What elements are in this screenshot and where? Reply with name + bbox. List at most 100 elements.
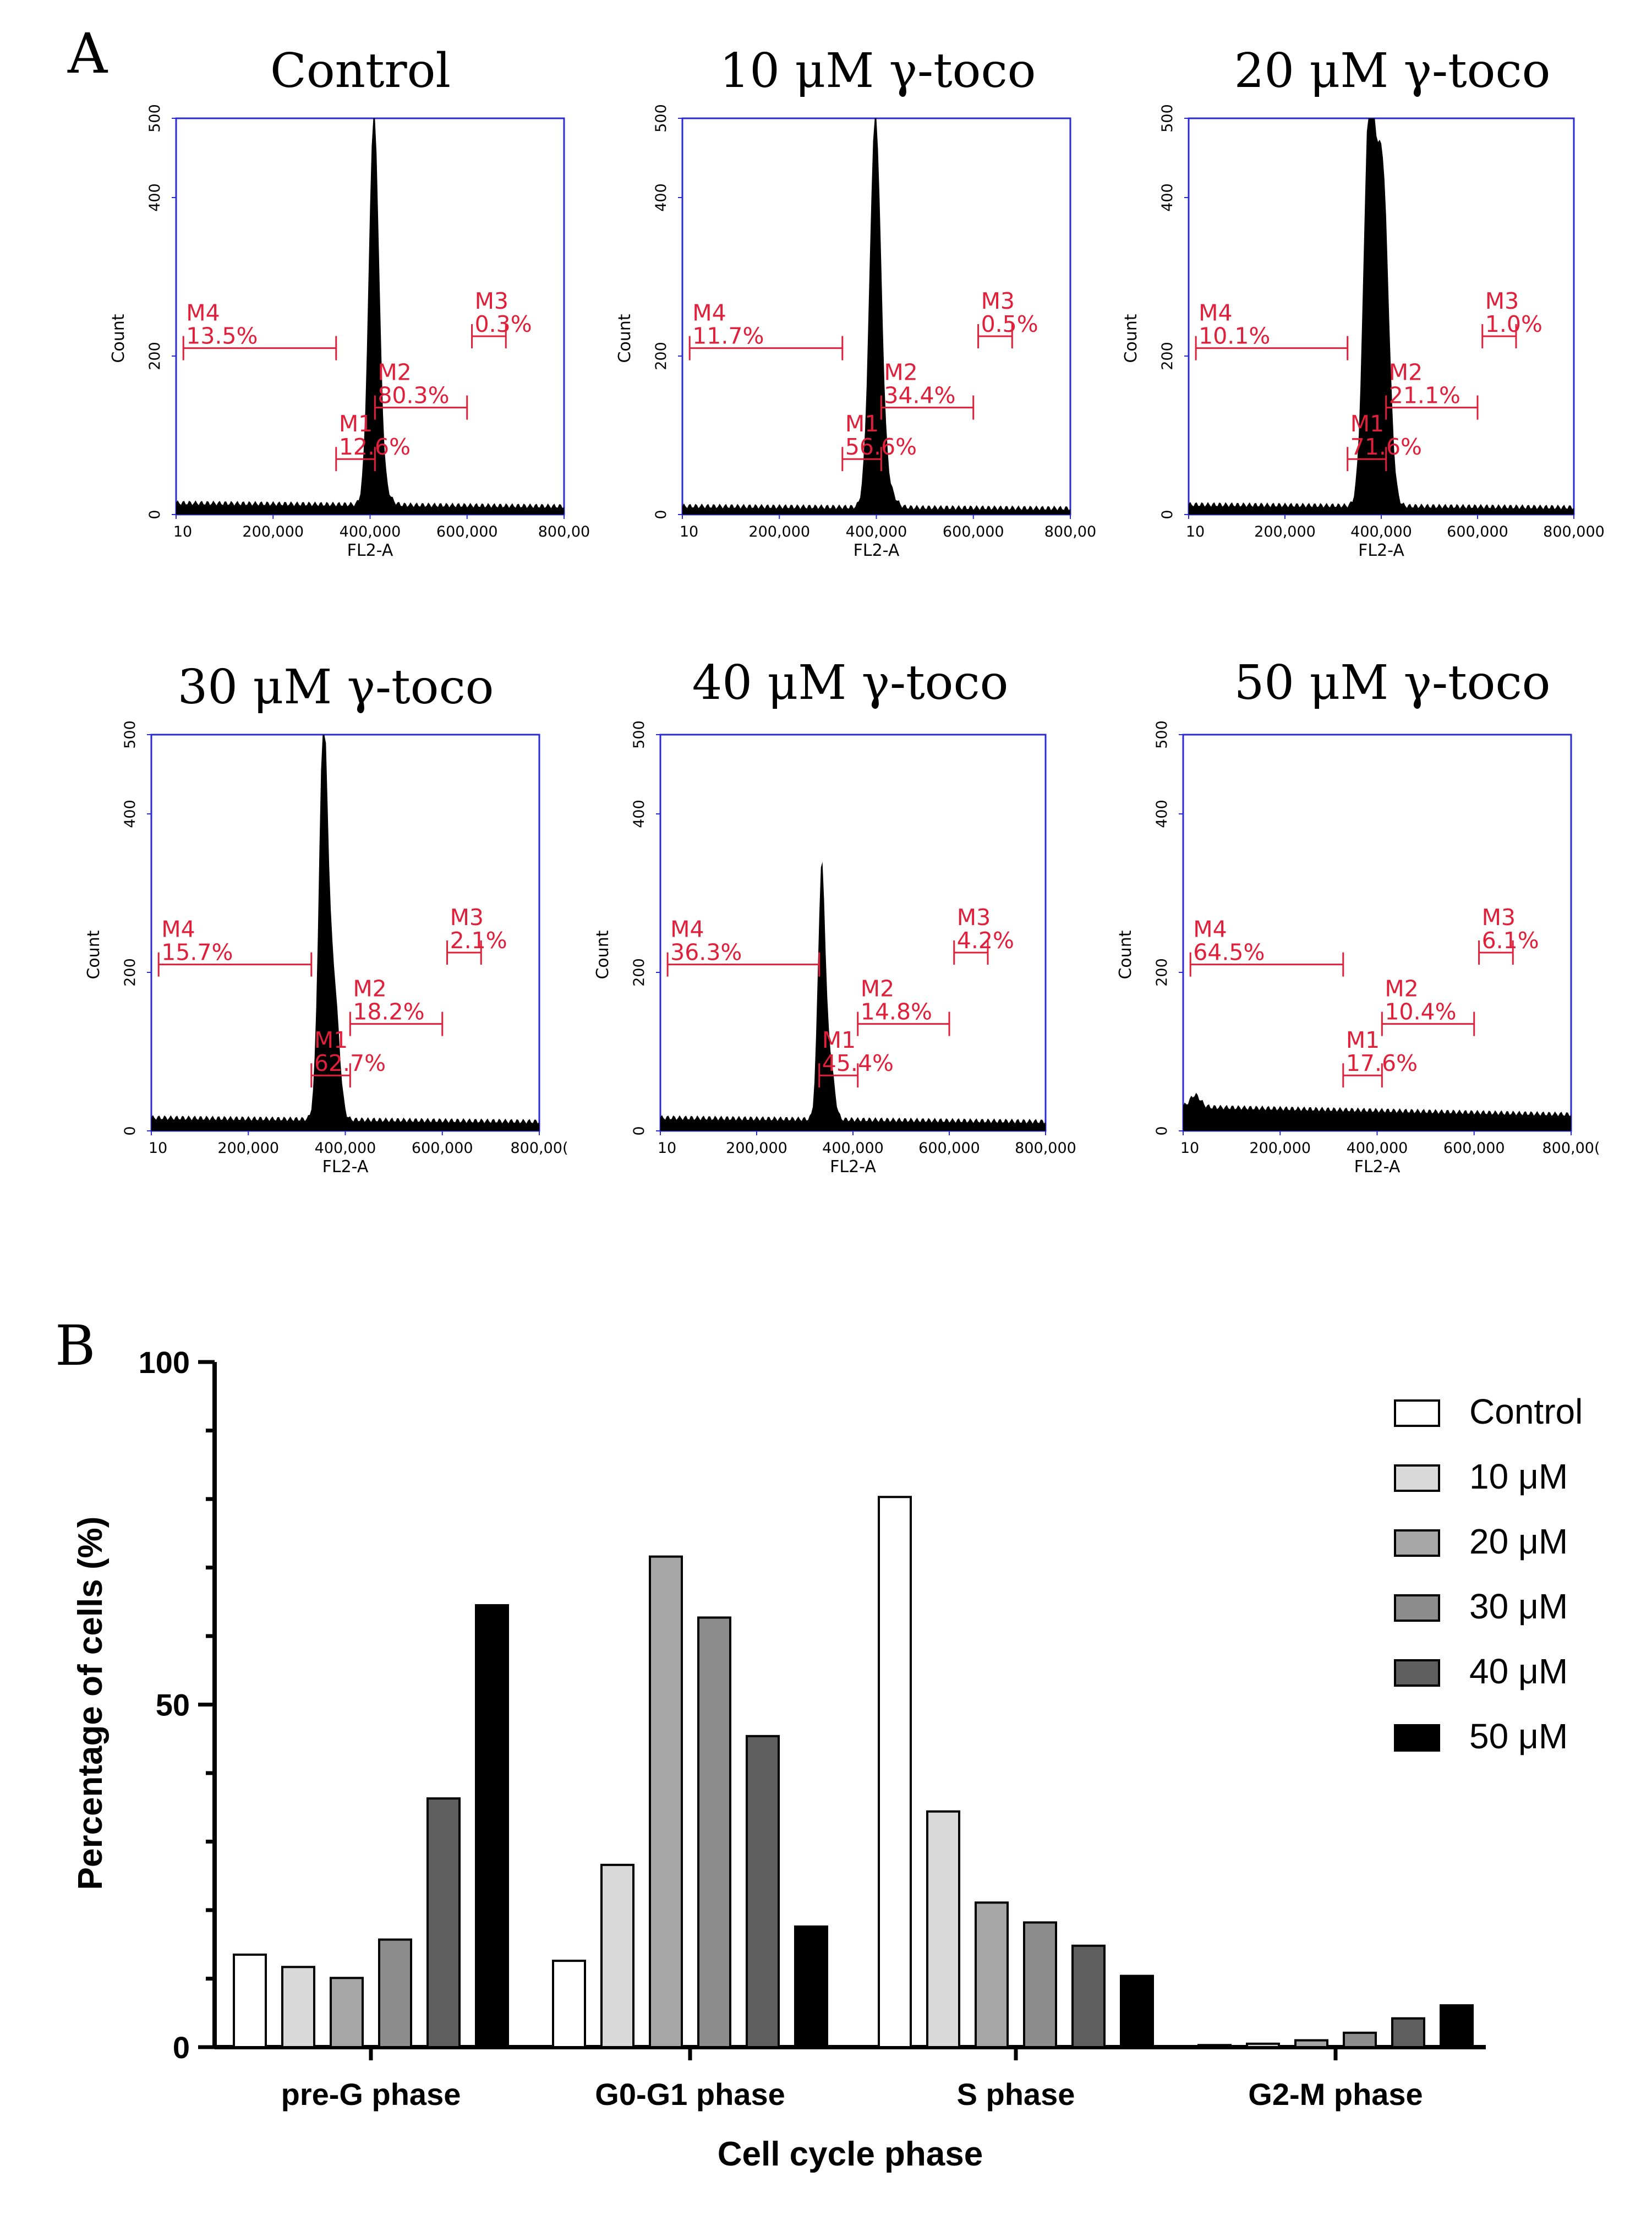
y-tick-label: 500 — [146, 104, 163, 133]
legend-entry: 40 μM — [1394, 1651, 1568, 1691]
gate-name: M2 — [378, 359, 411, 386]
histogram-title: 50 μM γ-toco — [1234, 655, 1551, 710]
bar — [878, 1496, 912, 2048]
gate-name: M2 — [353, 976, 386, 1002]
gate-percent: 0.3% — [475, 311, 532, 337]
gate-marker: M32.1% — [446, 904, 507, 965]
gate-name: M1 — [314, 1027, 348, 1053]
legend-label: 40 μM — [1469, 1651, 1568, 1691]
bar — [1197, 2044, 1232, 2048]
bar — [552, 1960, 586, 2048]
x-tick-label: 200,000 — [748, 523, 810, 540]
panel-letter-a: A — [67, 21, 108, 86]
y-axis-label: Count — [615, 314, 634, 363]
gate-name: M1 — [339, 411, 373, 437]
histogram-title: 10 μM γ-toco — [720, 43, 1036, 99]
bar — [975, 1901, 1009, 2048]
gate-name: M2 — [861, 976, 894, 1002]
x-tick-label: 800,00( — [510, 1140, 568, 1157]
x-tick-label: 200,000 — [242, 523, 304, 540]
gate-marker: M30.5% — [977, 288, 1038, 348]
histogram-distribution — [660, 862, 1046, 1131]
x-tick-label: G0-G1 phase — [595, 2077, 785, 2112]
gate-name: M3 — [1482, 904, 1516, 931]
x-tick-label: 600,000 — [918, 1140, 980, 1157]
gate-name: M1 — [1346, 1027, 1380, 1053]
x-tick-label: 600,000 — [943, 523, 1004, 540]
y-tick-label: 500 — [653, 104, 670, 133]
histogram-distribution — [682, 118, 1070, 515]
y-tick-label: 0 — [122, 1126, 139, 1135]
bar — [1294, 2039, 1328, 2049]
bar — [281, 1966, 315, 2048]
y-axis-label: Count — [109, 314, 128, 363]
gate-percent: 62.7% — [314, 1050, 386, 1076]
bar — [1440, 2004, 1474, 2048]
bar — [378, 1938, 412, 2048]
gate-percent: 14.8% — [861, 999, 932, 1025]
x-axis-label: FL2-A — [1358, 541, 1404, 560]
gate-percent: 4.2% — [957, 927, 1014, 954]
y-tick-label: 200 — [122, 958, 139, 987]
x-tick-label: 10 — [173, 523, 192, 540]
gate-name: M3 — [450, 904, 484, 931]
legend-swatch — [1394, 1464, 1440, 1492]
y-tick-label: 500 — [122, 720, 139, 749]
histogram-plot: 30 μM γ-toco 10 200,000 400,000 600,000 800,0… — [84, 660, 568, 1177]
histogram-title: 40 μM γ-toco — [692, 655, 1009, 710]
gate-percent: 18.2% — [353, 999, 424, 1025]
y-tick-label: 400 — [631, 800, 648, 828]
x-tick-label: 10 — [1186, 523, 1205, 540]
histogram-plot: 40 μM γ-toco 10 200,000 400,000 600,000 800,0… — [593, 655, 1076, 1177]
gate-percent: 36.3% — [670, 939, 742, 966]
x-tick-label: 600,000 — [1447, 523, 1508, 540]
x-tick-label: 400,000 — [1347, 1140, 1408, 1157]
y-tick-label: 0 — [653, 510, 670, 519]
y-tick-label: 400 — [1153, 800, 1170, 828]
histogram-distribution — [1189, 118, 1574, 515]
bar — [1120, 1975, 1154, 2049]
histogram-distribution — [176, 118, 564, 515]
x-axis-label: FL2-A — [854, 541, 900, 560]
histogram-plot: 50 μM γ-toco 10 200,000 400,000 600,000 800,0… — [1116, 655, 1600, 1177]
y-tick-label: 400 — [146, 183, 163, 212]
legend-label: 20 μM — [1469, 1522, 1568, 1561]
gate-percent: 71.6% — [1350, 434, 1422, 460]
bar — [330, 1977, 364, 2048]
gate-percent: 64.5% — [1193, 939, 1265, 966]
legend-entry: 30 μM — [1394, 1587, 1568, 1626]
y-tick-label: 200 — [653, 342, 670, 370]
gate-percent: 2.1% — [450, 927, 507, 954]
x-tick-label: 10 — [1180, 1140, 1199, 1157]
x-tick-label: 400,000 — [822, 1140, 884, 1157]
gate-percent: 0.5% — [981, 311, 1038, 337]
legend-label: 30 μM — [1469, 1587, 1568, 1626]
gate-name: M4 — [670, 916, 704, 943]
gate-name: M3 — [1485, 288, 1519, 314]
gate-name: M4 — [1199, 300, 1232, 326]
x-tick-label: 200,000 — [726, 1140, 787, 1157]
histogram-plot: Control 10 200,000 400,000 600,000 800,00 0 200… — [109, 43, 590, 560]
x-tick-label: 800,000 — [1015, 1140, 1076, 1157]
gate-percent: 34.4% — [884, 382, 955, 409]
y-axis-label: Count — [1122, 314, 1141, 363]
y-axis-label: Count — [1116, 930, 1135, 979]
x-tick-label: 600,000 — [1443, 1140, 1505, 1157]
gate-marker: M34.2% — [953, 904, 1014, 965]
histogram-title: 30 μM γ-toco — [178, 660, 494, 715]
x-axis-label: FL2-A — [830, 1157, 876, 1177]
legend-label: Control — [1469, 1392, 1583, 1431]
y-tick-label: 0 — [1159, 510, 1176, 519]
x-tick-label: G2-M phase — [1248, 2077, 1423, 2112]
